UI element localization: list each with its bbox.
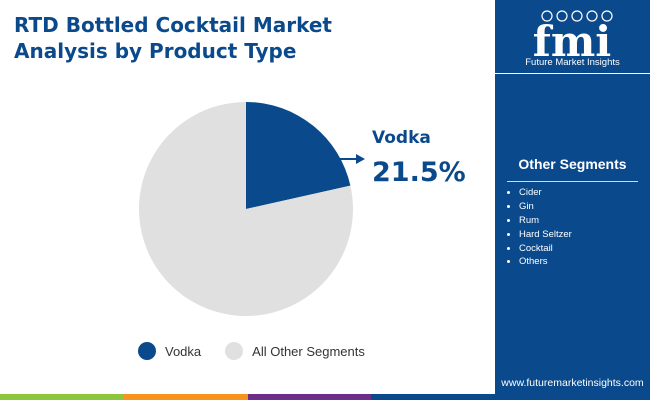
pie-slice-all-other-segments [139, 102, 353, 316]
other-segments-title: Other Segments [518, 156, 627, 172]
footer-stripe-green [0, 394, 124, 400]
footer-stripe-orange [123, 394, 248, 400]
segment-label: Others [519, 256, 548, 268]
pie-slice-vodka [246, 102, 351, 209]
fmi-logo: fmi [533, 10, 613, 66]
fmi-logo-tagline: Future Market Insights [525, 57, 620, 68]
bullet-icon [507, 218, 510, 222]
panel-divider [495, 73, 650, 74]
segment-label: Gin [519, 201, 534, 213]
chart-title-line-1: RTD Bottled Cocktail Market [14, 13, 332, 37]
pie-chart [139, 102, 365, 316]
segment-item: Gin [507, 200, 572, 214]
bullet-icon [507, 260, 510, 264]
other-segments-underline [507, 181, 638, 182]
footer-stripe-purple [247, 394, 372, 400]
segment-label: Cocktail [519, 242, 553, 254]
callout-label: Vodka [372, 128, 431, 148]
chart-legend: Vodka All Other Segments [138, 342, 389, 360]
legend-item-other: All Other Segments [225, 342, 365, 360]
chart-title-line-2: Analysis by Product Type [14, 39, 297, 63]
legend-swatch-vodka [138, 342, 156, 360]
footer-stripe-blue [371, 394, 495, 400]
fmi-logo-text: fmi [533, 17, 611, 66]
callout-value: 21.5% [372, 157, 466, 188]
segment-item: Cider [507, 186, 572, 200]
segment-label: Hard Seltzer [519, 228, 572, 240]
website-link[interactable]: www.futuremarketinsights.com [501, 377, 644, 389]
bullet-icon [507, 246, 510, 250]
footer-color-bar [0, 394, 495, 400]
other-segments-list: Cider Gin Rum Hard Seltzer Cocktail Othe… [507, 186, 572, 269]
bullet-icon [507, 232, 510, 236]
callout-arrow-icon [356, 154, 365, 164]
bullet-icon [507, 205, 510, 209]
legend-item-vodka: Vodka [138, 342, 201, 360]
chart-title: RTD Bottled Cocktail Market Analysis by … [14, 12, 474, 64]
segment-item: Others [507, 255, 572, 269]
sidebar-panel: fmi Future Market Insights Other Segment… [495, 0, 650, 400]
legend-label-vodka: Vodka [165, 343, 202, 359]
segment-label: Cider [519, 187, 542, 199]
legend-label-other: All Other Segments [252, 343, 365, 359]
segment-item: Cocktail [507, 241, 572, 255]
legend-swatch-other [225, 342, 244, 360]
segment-label: Rum [519, 214, 540, 226]
segment-item: Hard Seltzer [507, 227, 572, 241]
bullet-icon [507, 191, 510, 195]
segment-item: Rum [507, 214, 572, 228]
